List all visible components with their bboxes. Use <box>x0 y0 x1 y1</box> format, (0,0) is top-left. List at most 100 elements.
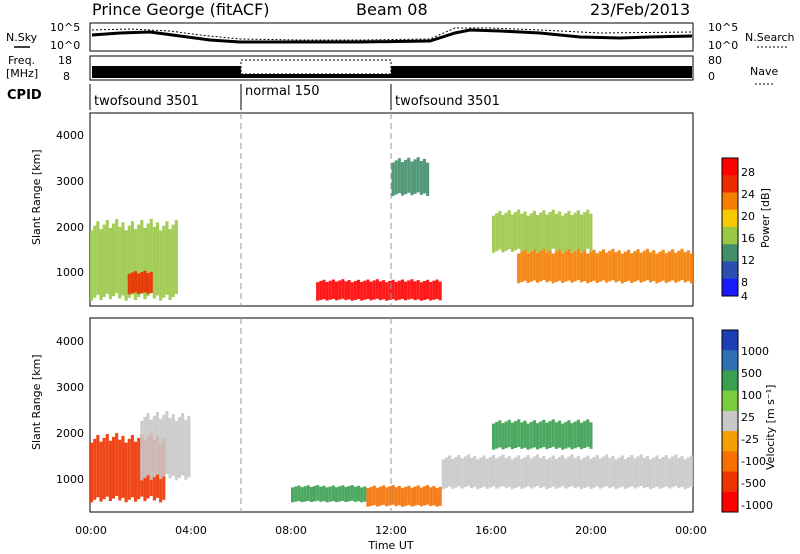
velocity-cell <box>513 421 518 448</box>
x-tick: 12:00 <box>375 524 407 537</box>
velocity-cell <box>404 486 408 506</box>
velocity-cell <box>526 455 530 487</box>
velocity-cell <box>184 419 188 480</box>
power-cell <box>614 252 618 283</box>
power-cell <box>375 279 379 299</box>
velocity-cell <box>466 454 471 486</box>
velocity-cell <box>140 420 144 481</box>
power-colorbar-swatch <box>722 192 738 211</box>
power-cell <box>554 213 558 252</box>
power-cell <box>664 253 668 283</box>
power-cell <box>583 250 587 282</box>
velocity-cell <box>90 442 94 503</box>
nsearch-trace <box>91 27 693 41</box>
velocity-cell <box>444 457 449 488</box>
velocity-cell <box>121 435 125 498</box>
power-cell <box>542 248 546 281</box>
vel-cb-tick: 25 <box>741 411 755 424</box>
x-axis-label: Time UT <box>367 539 413 552</box>
power-cell <box>422 281 427 300</box>
velocity-cell <box>187 415 191 478</box>
velocity-cell <box>162 414 166 477</box>
velocity-cell <box>633 458 637 489</box>
velocity-cell <box>658 458 662 489</box>
nsky-left-tick-top: 10^5 <box>50 21 80 34</box>
velocity-cell <box>115 433 119 496</box>
power-cb-tick: 4 <box>741 290 748 303</box>
freq-label-2: [MHz] <box>6 67 38 80</box>
velocity-cell <box>589 458 593 489</box>
vel-cb-tick: -1000 <box>741 499 773 512</box>
velocity-ytick: 2000 <box>56 427 84 440</box>
cpid-label: CPID <box>7 88 42 103</box>
power-cell <box>111 223 116 297</box>
power-cell <box>523 211 527 250</box>
velocity-cell <box>473 455 477 487</box>
power-cell <box>419 282 423 301</box>
power-cell <box>539 250 543 282</box>
power-cell <box>570 252 574 283</box>
vel-cb-tick: 100 <box>741 389 762 402</box>
velocity-cell <box>353 486 357 502</box>
power-cell <box>413 159 417 194</box>
velocity-cell <box>548 421 552 448</box>
nsky-left-tick-bottom: 10^0 <box>50 39 80 52</box>
velocity-cell <box>529 421 533 449</box>
velocity-cell <box>539 421 543 449</box>
velocity-cell <box>102 437 106 500</box>
power-cell <box>539 212 543 251</box>
power-cell <box>99 229 103 301</box>
velocity-cell <box>338 486 342 502</box>
power-cell <box>438 281 442 301</box>
velocity-cell <box>369 486 373 506</box>
velocity-cell <box>532 420 536 448</box>
velocity-cell <box>627 456 631 488</box>
velocity-cell <box>686 457 690 488</box>
power-cell <box>159 230 163 301</box>
velocity-cell <box>419 487 423 507</box>
velocity-cell <box>517 455 521 487</box>
power-cell <box>592 249 596 281</box>
power-cell <box>639 252 643 283</box>
power-cell <box>140 220 144 294</box>
power-cell <box>407 280 411 300</box>
power-cell <box>353 281 357 300</box>
velocity-cell <box>375 487 379 507</box>
velocity-cell <box>372 485 376 506</box>
velocity-cell <box>545 459 549 490</box>
velocity-cell <box>586 455 590 487</box>
velocity-cell <box>586 419 590 447</box>
velocity-cell <box>507 419 511 448</box>
velocity-cell <box>155 412 160 475</box>
vel-cb-tick: 500 <box>741 367 762 380</box>
velocity-cell <box>667 458 672 489</box>
power-cell <box>394 281 398 301</box>
power-cell <box>542 210 546 250</box>
power-cell <box>595 253 599 283</box>
power-cell <box>388 281 392 300</box>
power-cell <box>130 272 134 294</box>
power-colorbar-swatch <box>722 158 738 176</box>
velocity-cell <box>334 487 339 503</box>
power-colorbar-swatch <box>722 244 738 262</box>
power-cell <box>529 213 533 252</box>
power-cell <box>316 282 320 301</box>
velocity-colorbar-swatch <box>722 390 738 412</box>
power-cell <box>586 209 590 249</box>
velocity-cell <box>360 487 364 503</box>
power-cell <box>557 249 562 281</box>
power-cell <box>623 251 628 283</box>
velocity-cell <box>400 488 405 507</box>
velocity-cell <box>366 488 370 507</box>
velocity-cell <box>683 459 687 490</box>
power-cell <box>127 273 131 295</box>
power-cell <box>174 220 178 294</box>
power-cell <box>548 212 552 251</box>
power-cell <box>677 250 681 282</box>
power-cell <box>561 253 565 283</box>
power-cell <box>510 214 514 252</box>
velocity-cell <box>397 485 401 506</box>
velocity-cell <box>165 411 169 475</box>
velocity-cell <box>601 456 606 488</box>
velocity-cell <box>652 457 656 488</box>
